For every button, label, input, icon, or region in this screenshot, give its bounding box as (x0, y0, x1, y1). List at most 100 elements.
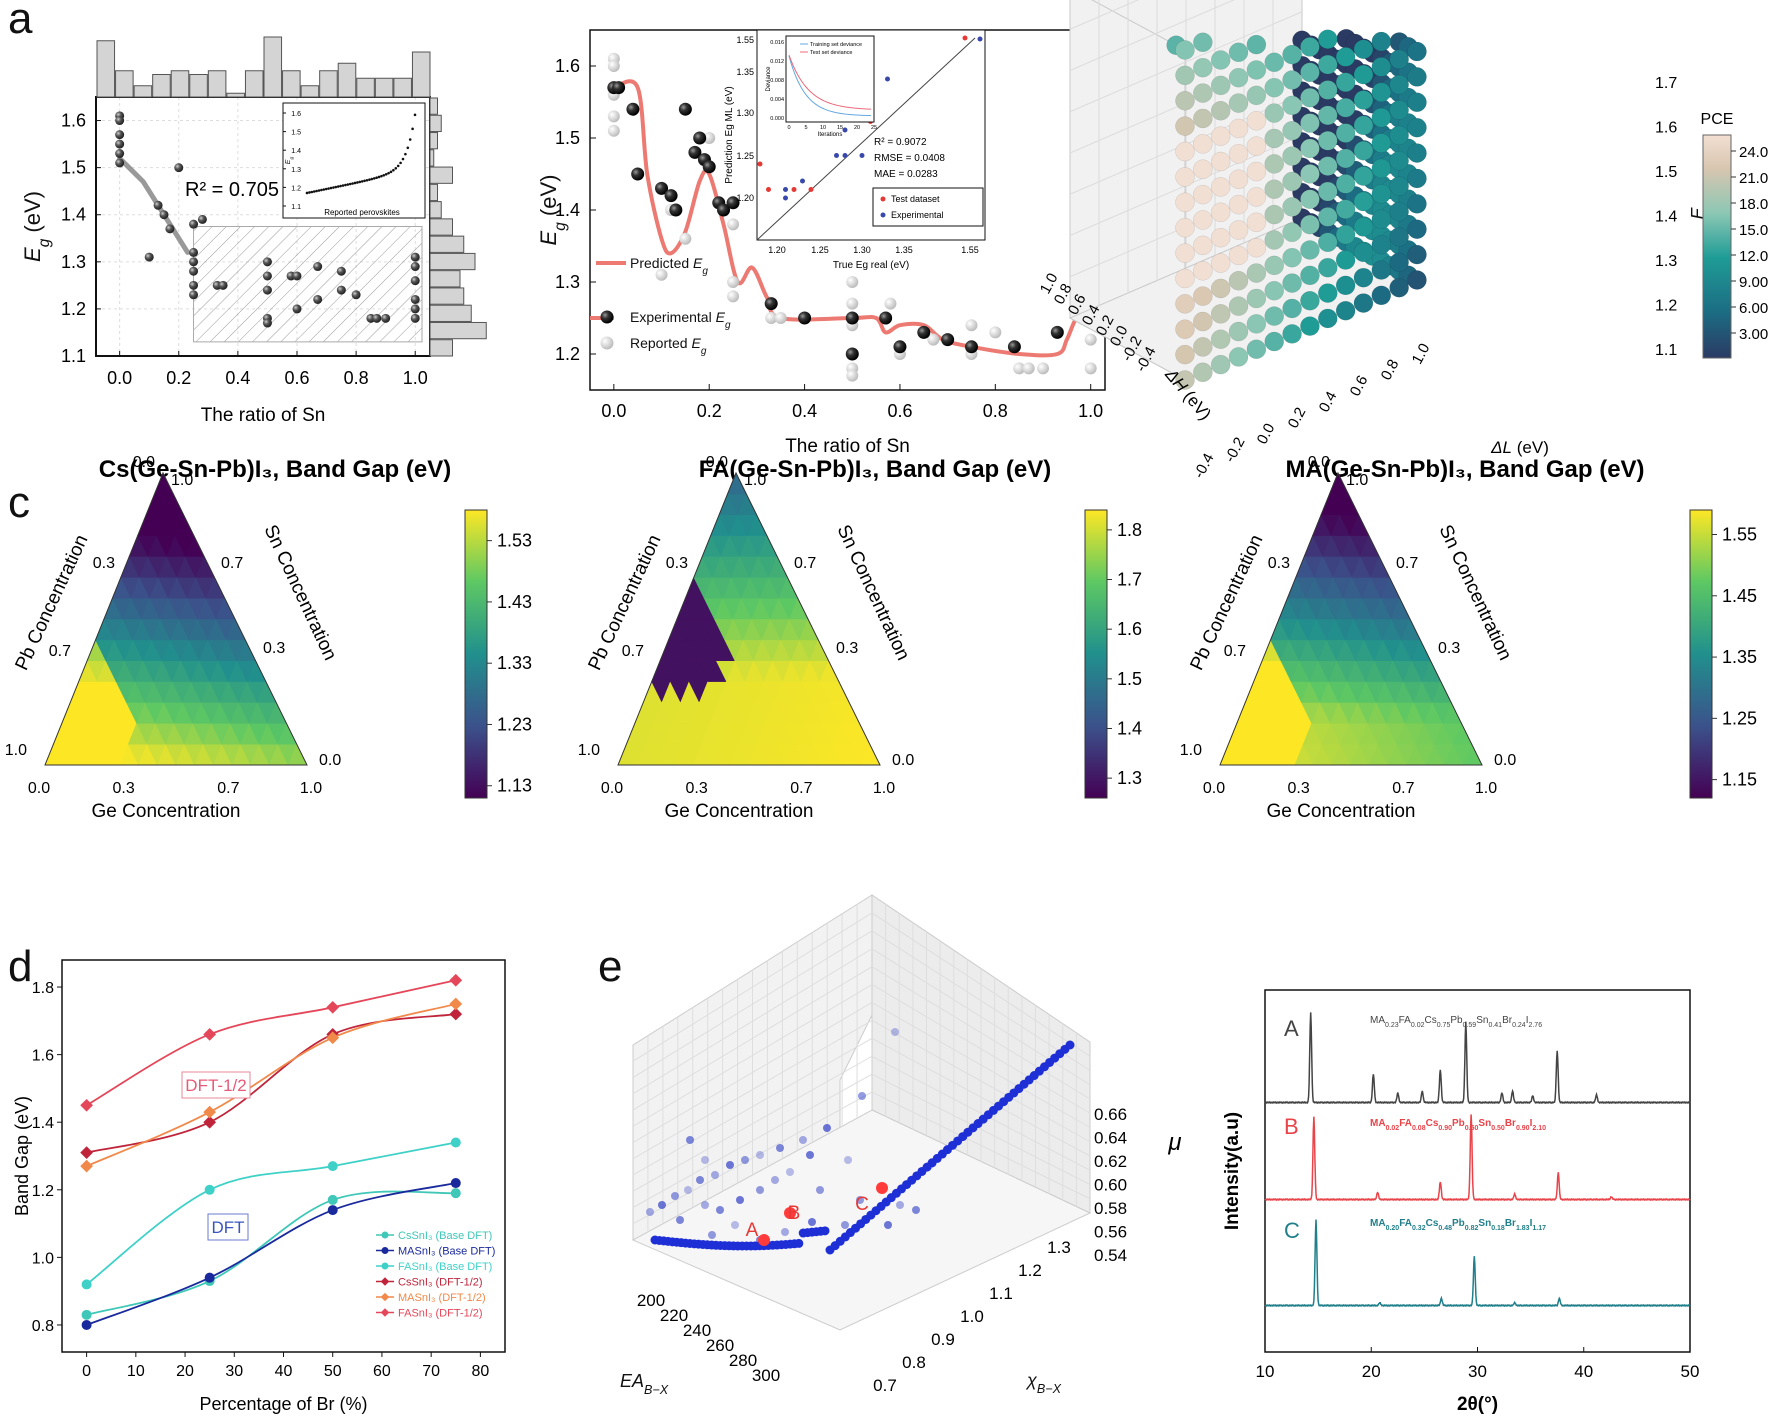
data-point (799, 1136, 807, 1144)
data-point (1335, 47, 1356, 67)
side-histogram-bar (429, 132, 438, 150)
reported-point (1013, 362, 1026, 375)
annotation-dft-half: DFT-1/2 (185, 1076, 246, 1095)
data-point (1282, 324, 1302, 344)
z-tick-label: 0.66 (1094, 1105, 1127, 1124)
grid-line (632, 1073, 873, 1208)
data-point (1353, 293, 1374, 313)
x-tick-label: 40 (1574, 1362, 1593, 1381)
inset-point (401, 157, 405, 161)
experimental-point (669, 203, 683, 217)
trace-label: B (1284, 1114, 1299, 1139)
series-marker (450, 1137, 461, 1148)
experimental-point (655, 181, 669, 195)
x-tick-label: 60 (373, 1363, 391, 1380)
colorbar-tick-label: 24.0 (1739, 144, 1768, 161)
colorbar-tick-label: 12.0 (1739, 248, 1768, 265)
side-histogram-bar (429, 235, 465, 253)
inset-point (322, 188, 326, 191)
sub-inset-x-tick: 10 (820, 125, 826, 131)
data-point (1246, 187, 1267, 207)
reported-point (607, 60, 620, 72)
data-point (1300, 113, 1320, 133)
side-histogram-bar (429, 201, 442, 219)
right-tick-label: 0.0 (319, 752, 341, 769)
inset-frame (282, 102, 426, 219)
panel-label-a: a (8, 0, 33, 43)
data-point (1371, 57, 1392, 77)
data-point (336, 285, 346, 295)
data-point (1300, 37, 1320, 57)
y-axis-label: Eg (eV) (20, 191, 53, 262)
data-point (1228, 347, 1249, 367)
colorbar-tick-label: 1.13 (497, 776, 532, 796)
inset-point (413, 113, 417, 117)
data-point (115, 130, 125, 140)
data-point (1264, 128, 1284, 149)
data-point (1246, 60, 1267, 80)
fit-line (117, 155, 191, 255)
data-point (1210, 126, 1231, 146)
data-point (1371, 285, 1392, 306)
sub-inset-y-label: Deviance (766, 66, 772, 92)
left-tick-label: 0.3 (93, 555, 115, 572)
data-point (1318, 80, 1338, 100)
colorbar-tick-label: 6.00 (1739, 300, 1768, 317)
inset-y-label: Eg (285, 157, 295, 165)
top-histogram-bar (411, 51, 431, 98)
data-point (1228, 93, 1249, 113)
data-point (262, 285, 272, 295)
inset-point (387, 171, 390, 175)
data-point (1193, 235, 1213, 256)
data-point (1175, 370, 1195, 390)
data-point (1335, 148, 1356, 169)
left-tick-label: 1.0 (578, 742, 600, 759)
data-point (1210, 329, 1231, 349)
label-point-B (784, 1207, 796, 1219)
data-point (1389, 277, 1409, 298)
data-point (794, 1238, 804, 1248)
data-point (1353, 267, 1374, 288)
data-point (410, 304, 420, 314)
data-point (1175, 116, 1195, 136)
data-point (1335, 72, 1356, 93)
bottom-tick-label: 0.3 (1287, 780, 1309, 797)
data-point (292, 304, 302, 314)
inset-point (404, 152, 407, 156)
z-tick-label: 0.58 (1094, 1199, 1127, 1218)
x-tick-label: 200 (637, 1291, 665, 1310)
inset-point (372, 177, 376, 180)
ternary-frame (44, 471, 308, 766)
experimental-point (845, 347, 859, 361)
data-point (1175, 243, 1195, 263)
x-tick-label: 70 (422, 1363, 440, 1380)
data-point (1318, 257, 1338, 278)
inset-point (351, 182, 354, 185)
inset-stat: RMSE = 0.0408 (874, 153, 945, 164)
data-point (262, 271, 272, 281)
inset-experimental-point (783, 187, 788, 192)
data-point (711, 1171, 719, 1179)
inset-y-label: Prediction Eg ML (eV) (724, 86, 735, 183)
data-point (189, 219, 199, 229)
y-tick-label: 1.0 (960, 1307, 984, 1326)
data-point (1300, 164, 1320, 184)
data-point (1282, 146, 1302, 166)
data-point (1264, 204, 1284, 225)
inset-point (394, 166, 398, 170)
inset-point (334, 185, 338, 189)
left-tick-label: 1.0 (5, 742, 27, 759)
x-tick-label: 0.4 (792, 401, 817, 421)
legend-swatch-experimental (600, 310, 614, 324)
data-point (1318, 207, 1338, 227)
legend-marker (380, 1308, 390, 1317)
data-point (1371, 107, 1392, 128)
data-point (808, 1218, 816, 1226)
data-point (1407, 117, 1427, 138)
grid-line (871, 1019, 1091, 1143)
right-tick-label: 0.3 (1438, 640, 1460, 657)
top-histogram-bar (282, 70, 301, 98)
data-point (756, 1186, 764, 1194)
z-tick-label: 0.60 (1094, 1176, 1127, 1195)
data-point (115, 158, 125, 168)
